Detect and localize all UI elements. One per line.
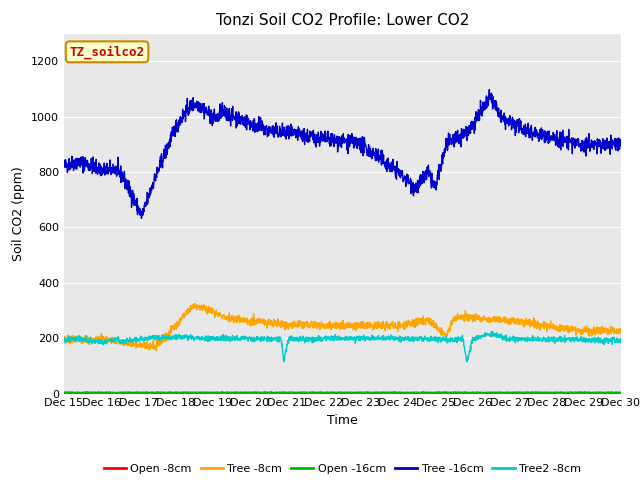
Tree -8cm [191, 300, 198, 306]
X-axis label: Time: Time [327, 414, 358, 427]
Tree -16cm [485, 87, 493, 93]
Open -8cm [371, 390, 379, 396]
Open -16cm [359, 390, 367, 396]
Tree2 -8cm [584, 336, 591, 342]
Open -16cm [584, 390, 591, 396]
Open -16cm [371, 390, 379, 396]
Open -8cm [359, 390, 367, 396]
Open -8cm [235, 389, 243, 395]
Tree2 -8cm [505, 337, 513, 343]
Open -8cm [216, 390, 223, 396]
Tree -16cm [138, 216, 145, 221]
Open -8cm [584, 389, 591, 395]
Title: Tonzi Soil CO2 Profile: Lower CO2: Tonzi Soil CO2 Profile: Lower CO2 [216, 13, 469, 28]
Tree -8cm [617, 328, 625, 334]
Tree -16cm [584, 138, 591, 144]
Tree2 -8cm [568, 337, 576, 343]
Open -16cm [568, 390, 576, 396]
Tree -8cm [359, 318, 367, 324]
Open -8cm [60, 390, 68, 396]
Tree2 -8cm [617, 336, 625, 341]
Line: Open -16cm: Open -16cm [64, 392, 621, 393]
Legend: Open -8cm, Tree -8cm, Open -16cm, Tree -16cm, Tree2 -8cm: Open -8cm, Tree -8cm, Open -16cm, Tree -… [99, 459, 586, 478]
Open -16cm [60, 390, 68, 396]
Line: Tree -8cm: Tree -8cm [64, 303, 621, 351]
Open -16cm [216, 390, 223, 396]
Line: Tree -16cm: Tree -16cm [64, 90, 621, 218]
Tree2 -8cm [463, 359, 470, 365]
Tree -8cm [60, 339, 68, 345]
Tree -16cm [359, 139, 367, 144]
Open -16cm [617, 390, 625, 396]
Y-axis label: Soil CO2 (ppm): Soil CO2 (ppm) [12, 166, 26, 261]
Tree -16cm [216, 108, 223, 114]
Tree -8cm [568, 327, 576, 333]
Tree2 -8cm [60, 336, 68, 341]
Tree -8cm [371, 324, 379, 330]
Tree -16cm [371, 152, 379, 157]
Open -8cm [179, 391, 186, 397]
Tree -16cm [60, 162, 68, 168]
Open -8cm [505, 390, 513, 396]
Open -16cm [504, 390, 511, 396]
Tree -16cm [617, 139, 625, 145]
Tree2 -8cm [371, 336, 378, 342]
Text: TZ_soilco2: TZ_soilco2 [70, 45, 145, 59]
Tree2 -8cm [488, 329, 496, 335]
Tree -8cm [216, 311, 223, 317]
Line: Tree2 -8cm: Tree2 -8cm [64, 332, 621, 362]
Open -16cm [505, 390, 513, 396]
Line: Open -8cm: Open -8cm [64, 392, 621, 394]
Tree -16cm [568, 137, 576, 143]
Tree -8cm [152, 348, 160, 354]
Open -8cm [568, 390, 576, 396]
Open -8cm [617, 390, 625, 396]
Tree2 -8cm [358, 335, 366, 341]
Tree -8cm [505, 317, 513, 323]
Tree2 -8cm [216, 336, 223, 341]
Open -16cm [166, 389, 174, 395]
Tree -16cm [505, 123, 513, 129]
Tree -8cm [584, 327, 591, 333]
